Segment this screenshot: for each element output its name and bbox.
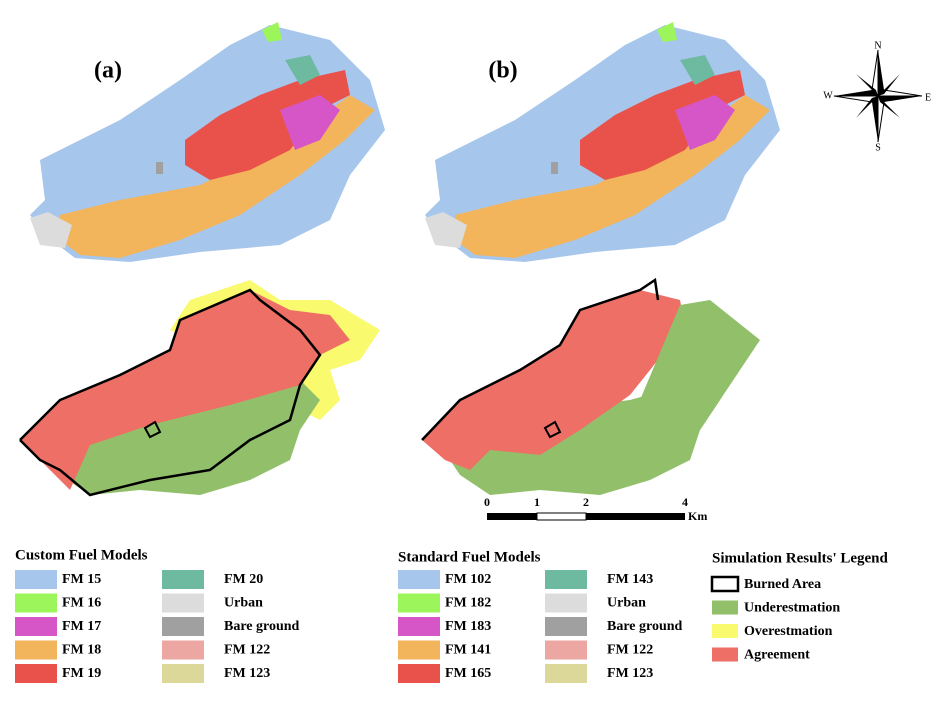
legend-title: Custom Fuel Models [15, 547, 148, 563]
panel-label: (b) [488, 58, 517, 84]
legend-swatch [545, 570, 587, 589]
sim-map [19, 280, 380, 497]
burned-outline [421, 277, 660, 441]
scale-label: 2 [583, 495, 589, 509]
sim-under2 [640, 300, 760, 430]
legend-swatch [398, 617, 440, 636]
legend-label: FM 16 [62, 596, 101, 611]
legend-label: FM 165 [445, 666, 491, 681]
compass-n: N [874, 40, 881, 51]
compass-w: W [823, 90, 833, 101]
legend-label: FM 123 [607, 666, 653, 681]
legend-label: FM 15 [62, 572, 101, 587]
legend-label: FM 183 [445, 619, 491, 634]
legend-swatch [162, 617, 204, 636]
legend-label: Agreement [744, 648, 810, 663]
burned-outline [19, 288, 322, 497]
legend-swatch [398, 640, 440, 660]
legend-title: Simulation Results' Legend [712, 550, 889, 566]
fuel-lime [657, 22, 677, 42]
fuel-urban [425, 212, 467, 248]
legend-swatch [15, 593, 57, 613]
legend-swatch [15, 570, 57, 589]
legend-label: FM 20 [224, 572, 263, 587]
legend-label: FM 19 [62, 666, 101, 681]
legend-label: FM 143 [607, 572, 653, 587]
legend-label: FM 123 [224, 666, 270, 681]
fuel-map [30, 22, 385, 262]
legend-swatch [162, 570, 204, 589]
legend-label: Overestmation [744, 624, 833, 639]
legend-swatch [15, 617, 57, 636]
legend-label: Urban [607, 596, 646, 611]
burned-island [543, 420, 562, 439]
legend-swatch [162, 664, 204, 683]
legend-swatch [398, 593, 440, 613]
legend-swatch [712, 624, 738, 638]
fuel-map [425, 22, 780, 262]
legend-swatch [162, 593, 204, 613]
legend-swatch [712, 647, 738, 662]
legend-swatch [162, 640, 204, 660]
legend-swatch [545, 593, 587, 613]
compass-e: E [925, 92, 931, 103]
fuel-green [285, 55, 320, 85]
legend-title: Standard Fuel Models [398, 549, 541, 565]
legend-swatch [398, 570, 440, 589]
legend-swatch [710, 575, 740, 593]
fuel-bare [551, 162, 558, 174]
legend-swatch [545, 617, 587, 636]
legend-label: Bare ground [607, 619, 683, 634]
legend-label: FM 17 [62, 619, 101, 634]
legend-label: FM 18 [62, 643, 101, 658]
legend-label: Urban [224, 596, 263, 611]
scale-bar [487, 512, 685, 521]
fuel-green [680, 55, 715, 85]
scale-label: 0 [484, 495, 490, 509]
legend-swatch [545, 640, 587, 660]
sim-map [421, 277, 760, 495]
scale-labels: 0 1 2 4Km [484, 495, 707, 523]
legend-label: FM 182 [445, 596, 491, 611]
sim-agree [20, 290, 350, 490]
legend-label: Bare ground [224, 619, 300, 634]
sim-under [30, 380, 320, 495]
fuel-bare [156, 162, 163, 174]
compass-s: S [875, 142, 881, 153]
legend-label: FM 102 [445, 572, 491, 587]
legend-swatch [15, 664, 57, 683]
legend-label: FM 122 [607, 643, 653, 658]
sim-agree [422, 290, 685, 470]
legend-label: FM 141 [445, 643, 491, 658]
compass: N S W E [823, 40, 931, 153]
legend-swatch [15, 640, 57, 660]
legend-swatch [712, 600, 738, 615]
fuel-urban [30, 212, 72, 248]
fuel-red [580, 70, 745, 180]
maps [19, 22, 780, 497]
fuel-pink [675, 95, 735, 150]
fuel-pink [280, 95, 340, 150]
legend-swatch [398, 664, 440, 683]
scale-label: 1 [534, 495, 540, 509]
legend-label: Burned Area [744, 577, 821, 592]
legend-swatch [545, 664, 587, 683]
burned-island [143, 420, 162, 439]
fuel-lime [262, 22, 282, 42]
panel-label: (a) [94, 58, 122, 84]
scale-unit: Km [688, 509, 707, 523]
legends: Custom Fuel Models FM 15 FM 16 FM 17 FM 18 FM… [15, 547, 889, 683]
legend-label: Underestmation [744, 601, 840, 616]
fuel-red [185, 70, 350, 180]
scale-label: 4 [682, 495, 688, 509]
legend-label: FM 122 [224, 643, 270, 658]
